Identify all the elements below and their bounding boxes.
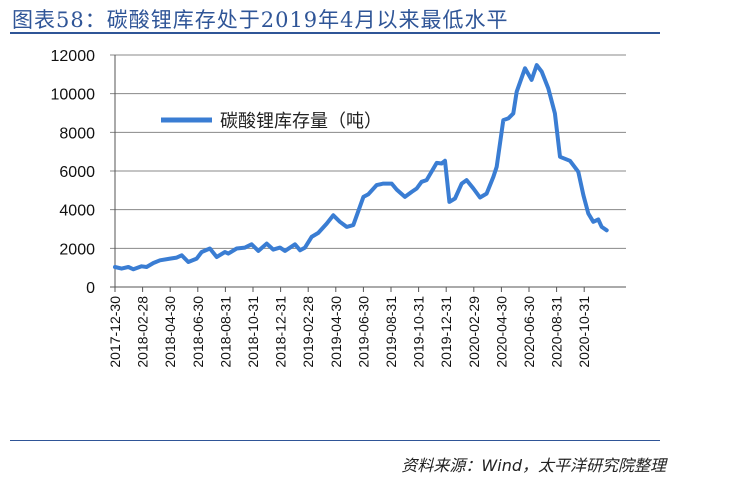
x-tick-label: 2018-10-31 xyxy=(245,296,261,368)
y-tick-label: 2000 xyxy=(59,241,95,258)
figure-title: 图表58：碳酸锂库存处于2019年4月以来最低水平 xyxy=(12,8,509,32)
x-tick-label: 2020-04-30 xyxy=(493,296,509,368)
y-tick-label: 8000 xyxy=(59,125,95,142)
y-tick-label: 12000 xyxy=(51,48,96,65)
x-tick-label: 2018-04-30 xyxy=(162,296,178,368)
x-tick-label: 2019-10-31 xyxy=(411,296,427,368)
x-tick-label: 2017-12-30 xyxy=(107,296,123,368)
x-tick-label: 2020-06-30 xyxy=(521,296,537,368)
series-line-lithium-carbonate-inventory xyxy=(113,63,609,272)
x-tick-label: 2019-12-31 xyxy=(438,296,454,368)
source-note: 资料来源：Wind，太平洋研究院整理 xyxy=(401,456,666,475)
x-tick-label: 2019-02-28 xyxy=(300,296,316,368)
y-tick-label: 4000 xyxy=(59,203,95,220)
x-tick-label: 2019-06-30 xyxy=(355,296,371,368)
y-tick-label: 6000 xyxy=(59,164,95,181)
footer-divider xyxy=(10,440,660,441)
legend-label: 碳酸锂库存量（吨） xyxy=(220,111,382,132)
y-tick-label: 0 xyxy=(86,280,95,297)
y-tick-label: 10000 xyxy=(51,87,96,104)
x-tick-label: 2020-10-31 xyxy=(576,296,592,368)
title-divider xyxy=(10,32,660,34)
x-tick-label: 2018-08-31 xyxy=(217,296,233,368)
x-tick-label: 2018-12-31 xyxy=(273,296,289,368)
x-tick-label: 2020-08-31 xyxy=(549,296,565,368)
x-tick-label: 2018-06-30 xyxy=(190,296,206,368)
x-tick-label: 2018-02-28 xyxy=(135,296,151,368)
x-tick-label: 2019-04-30 xyxy=(328,296,344,368)
x-tick-label: 2019-08-31 xyxy=(383,296,399,368)
x-tick-label: 2020-02-29 xyxy=(466,296,482,368)
